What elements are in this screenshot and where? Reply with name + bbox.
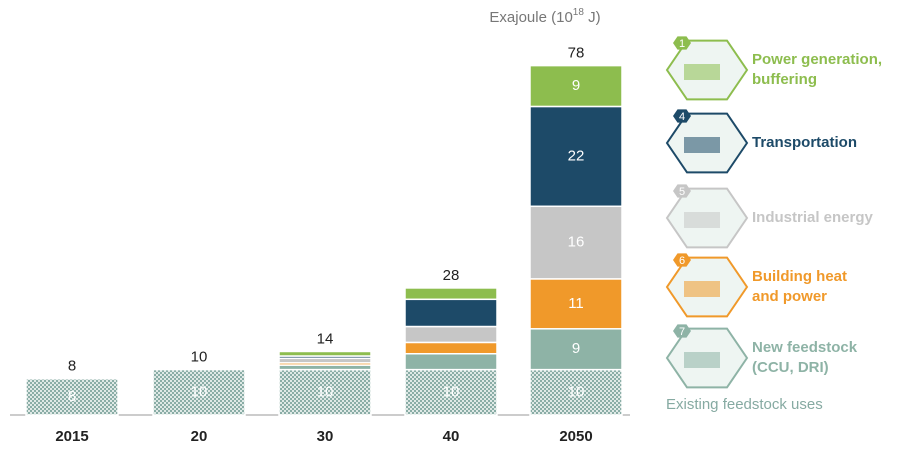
segment-label: 10 [568, 383, 585, 400]
total-label: 28 [443, 267, 460, 284]
legend-icon-detail [684, 212, 720, 228]
segment-label: 10 [317, 383, 334, 400]
segment-label: 22 [568, 147, 585, 164]
legend-label: Transportation [752, 134, 857, 151]
legend-badge [673, 324, 691, 338]
legend-badge [673, 184, 691, 198]
x-tick-label: 20 [191, 428, 208, 445]
segment-label: 8 [68, 388, 76, 405]
legend-label: Power generation, buffering [752, 51, 882, 88]
bar-segment [278, 350, 372, 357]
bar-segment [152, 368, 246, 416]
bar-segment [529, 205, 623, 280]
total-label: 14 [317, 330, 334, 347]
total-label: 8 [68, 358, 76, 375]
legend-label: Existing feedstock uses [666, 396, 823, 413]
legend-label: Industrial energy [752, 209, 874, 226]
segment-label: 11 [568, 295, 584, 312]
x-tick-label: 30 [317, 428, 334, 445]
legend-badge [673, 109, 691, 123]
legend-badge-number: 1 [679, 38, 685, 50]
x-tick-label: 2050 [559, 428, 592, 445]
segment-label: 9 [572, 340, 580, 357]
legend-badge [673, 36, 691, 50]
legend-label: New feedstock (CCU, DRI) [752, 339, 858, 376]
segment-label: 9 [572, 77, 580, 94]
unit-label: Exajoule (1018 J) [489, 7, 600, 26]
legend-badge-number: 5 [679, 186, 685, 198]
legend-badge-number: 7 [679, 326, 685, 338]
bar-segment [404, 287, 498, 301]
legend-icon-detail [684, 137, 720, 153]
legend-icon-detail [684, 281, 720, 297]
legend-badge-number: 4 [679, 111, 685, 123]
bar-segment [529, 278, 623, 330]
legend-icon-detail [684, 352, 720, 368]
bar-segment [529, 64, 623, 108]
bar-segment [529, 105, 623, 208]
bar-segment [529, 328, 623, 371]
total-label: 10 [191, 349, 208, 366]
x-tick-label: 2015 [55, 428, 88, 445]
bar-segment [404, 325, 498, 344]
legend-badge-number: 6 [679, 255, 685, 267]
bar-segment [404, 298, 498, 328]
x-tick-label: 40 [443, 428, 460, 445]
segment-label: 10 [191, 383, 208, 400]
bar-segment [25, 377, 119, 416]
total-label: 78 [568, 45, 585, 62]
bar-segment [404, 341, 498, 355]
bar-segment [404, 352, 498, 371]
legend-icon-detail [684, 64, 720, 80]
segment-label: 16 [568, 234, 585, 251]
segment-label: 10 [443, 383, 460, 400]
legend-label: Building heat and power [752, 268, 847, 305]
legend-badge [673, 253, 691, 267]
